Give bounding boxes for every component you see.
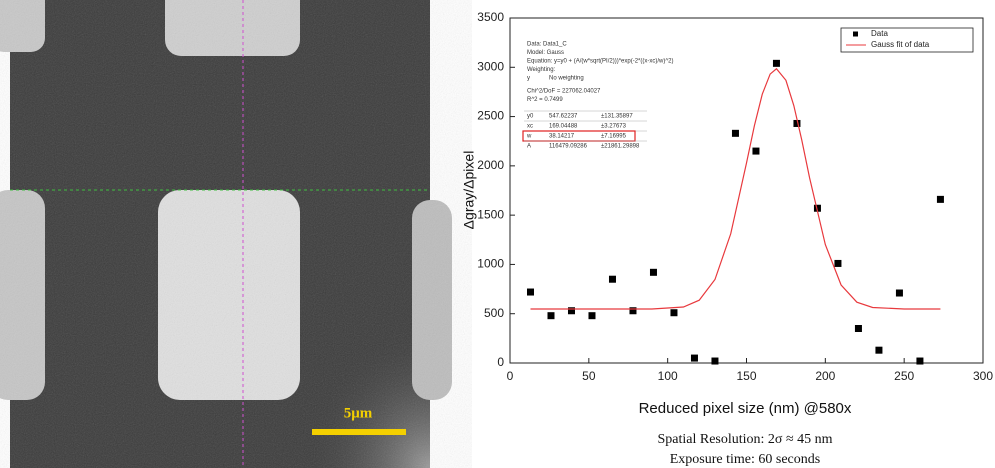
annotation-cell: ±131.35897	[601, 114, 633, 120]
data-point	[608, 275, 616, 283]
annotation-cell: ±21861.29898	[601, 144, 640, 150]
annotation-cell: 38.14217	[549, 134, 575, 140]
data-point	[813, 204, 821, 212]
annotation-line: Weighting:	[527, 67, 556, 73]
annotation-cell: xc	[527, 124, 533, 130]
x-tick-label: 50	[582, 369, 596, 383]
annotation-cell: 116479.09286	[549, 144, 588, 150]
x-tick-label: 300	[973, 369, 993, 383]
caption: Spatial Resolution: 2σ ≈ 45 nm	[657, 432, 832, 447]
data-point	[629, 307, 637, 315]
data-point	[670, 309, 678, 317]
data-point	[567, 307, 575, 315]
data-point	[526, 288, 534, 296]
annotation-cell: y0	[527, 114, 534, 120]
y-tick-label: 1500	[477, 207, 504, 221]
annotation-cell: ±3.27673	[601, 124, 627, 130]
plot: 0 50 100 150 200 250 3000500100015002000250030…	[477, 10, 993, 383]
data-point	[752, 147, 760, 155]
annotation-cell: y	[527, 76, 530, 82]
data-point	[793, 119, 801, 127]
data-point	[916, 357, 924, 365]
fit-curve	[530, 67, 941, 310]
data-point	[936, 195, 944, 203]
legend-label: Data	[871, 29, 888, 38]
annotation-line: Model: Gauss	[527, 50, 564, 56]
annotation-cell: 169.04488	[549, 124, 578, 130]
legend-marker	[853, 31, 858, 37]
y-tick-label: 500	[484, 306, 504, 320]
x-tick-label: 250	[894, 369, 914, 383]
annotation-cell: 547.62237	[549, 114, 578, 120]
annotation-line: Chi^2/DoF = 227062.04027	[527, 89, 601, 95]
y-tick-label: 2500	[477, 109, 504, 123]
annotation-cell: A	[527, 144, 531, 150]
x-tick-label: 150	[736, 369, 756, 383]
plot-frame	[509, 17, 984, 364]
data-point	[711, 357, 719, 365]
x-tick-label: 0	[507, 369, 514, 383]
data-point	[834, 259, 842, 267]
data-point	[649, 268, 657, 276]
annotation-cell: ±7.16995	[601, 134, 627, 140]
y-tick-label: 0	[497, 355, 504, 369]
scale-bar-label: 5μm	[344, 405, 373, 421]
data-point	[895, 289, 903, 297]
annotation-cell: No weighting	[549, 76, 584, 82]
annotation-line: Data: Data1_C	[527, 42, 567, 48]
data-point	[875, 346, 883, 354]
data-point	[731, 129, 739, 137]
annotation-line: R^2 = 0.7499	[527, 97, 563, 103]
legend-box	[840, 27, 974, 53]
data-point	[854, 325, 862, 332]
annotation-cell: w	[526, 134, 532, 140]
data-point	[547, 312, 555, 320]
x-axis-label: Reduced pixel size (nm) @580x	[639, 400, 852, 417]
y-tick-label: 3000	[477, 59, 504, 73]
y-tick-label: 2000	[477, 158, 504, 172]
sem-image: 5μm	[0, 0, 452, 468]
y-tick-label: 1000	[477, 257, 504, 271]
x-tick-label: 100	[658, 369, 678, 383]
data-point	[690, 354, 698, 362]
caption: Exposure time: 60 seconds	[670, 452, 820, 467]
y-tick-label: 3500	[477, 10, 504, 24]
annotation-line: Equation: y=y0 + (A/(w*sqrt(PI/2)))*exp(…	[527, 59, 674, 65]
legend-label: Gauss fit of data	[871, 40, 930, 49]
x-tick-label: 200	[815, 369, 835, 383]
data-point	[772, 59, 780, 67]
y-axis-label: Δgray/Δpixel	[461, 151, 477, 230]
data-point	[588, 312, 596, 320]
